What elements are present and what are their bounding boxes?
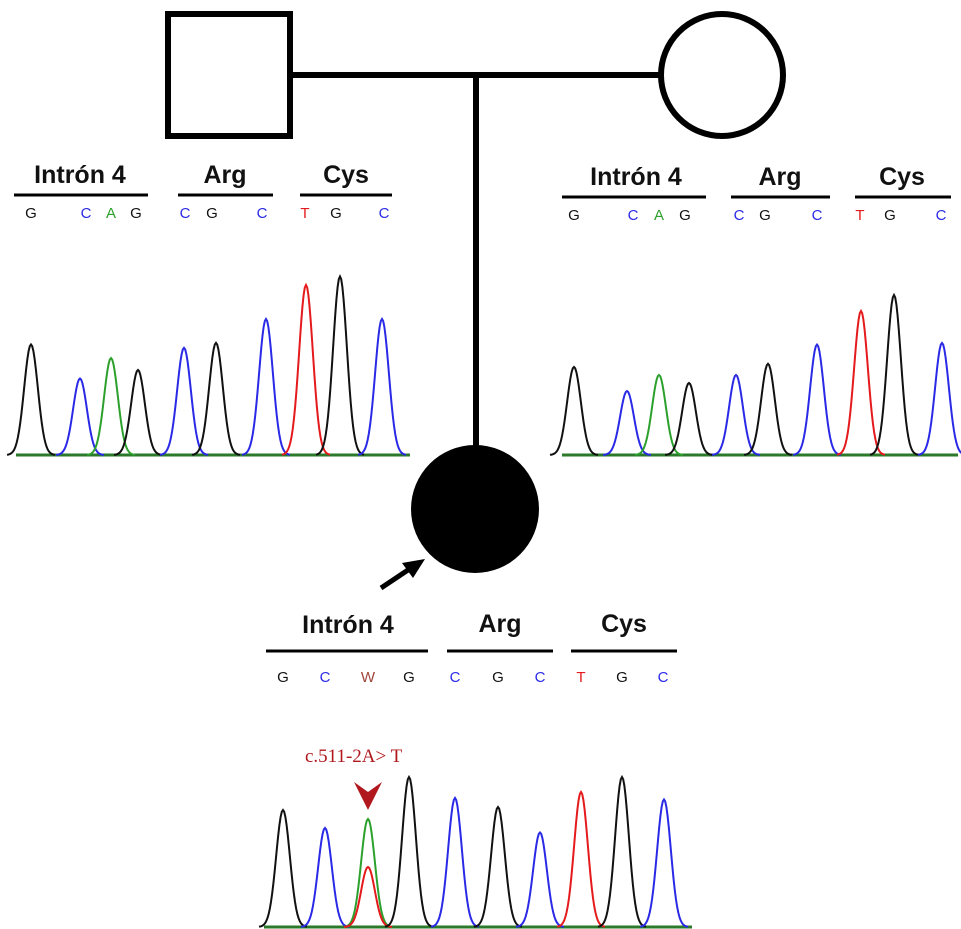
proband-peak-6 <box>430 796 480 928</box>
mother-peak-2 <box>602 389 652 456</box>
proband-base-3: W <box>361 669 376 686</box>
proband-base-9: G <box>616 669 628 686</box>
mother-base-1: G <box>568 207 580 224</box>
proband-chromatogram <box>258 774 692 929</box>
father-sequence-header: Intrón 4 Arg Cys G C A G C G C T G C <box>14 161 392 222</box>
proband-label-intron: Intrón 4 <box>302 611 394 639</box>
mother-peak-10 <box>917 341 961 456</box>
father-peak-5 <box>159 346 209 456</box>
mother-base-4: G <box>679 207 691 224</box>
proband-peak-1 <box>258 808 308 928</box>
proband-peak-5 <box>384 774 434 928</box>
mother-base-8: T <box>855 207 864 224</box>
father-label-arg: Arg <box>203 161 246 189</box>
proband-sequence-header: Intrón 4 Arg Cys G C W G C G C T G C <box>266 610 677 686</box>
father-peak-8 <box>281 282 331 456</box>
father-base-10: C <box>379 205 390 222</box>
proband-base-4: G <box>403 669 415 686</box>
proband-peak-4 <box>343 865 393 928</box>
mother-base-5: C <box>734 207 745 224</box>
father-symbol <box>165 11 293 139</box>
mother-base-6: G <box>759 207 771 224</box>
mother-base-9: G <box>884 207 896 224</box>
proband-peak-11 <box>639 797 689 928</box>
proband-peak-7 <box>473 805 523 928</box>
father-peak-1 <box>6 342 56 456</box>
father-peak-9 <box>315 274 365 456</box>
proband-base-5: C <box>450 669 461 686</box>
father-peak-10 <box>357 316 407 456</box>
proband-peak-10 <box>597 774 647 928</box>
proband-base-8: T <box>576 669 585 686</box>
proband-base-2: C <box>320 669 331 686</box>
mother-peak-5 <box>711 373 761 456</box>
mother-symbol <box>658 11 786 139</box>
mother-peak-4 <box>664 381 714 456</box>
mother-base-3: A <box>654 207 664 224</box>
mother-label-cys: Cys <box>879 163 925 191</box>
mutation-label: c.511-2A> T <box>305 746 403 767</box>
father-base-8: T <box>300 205 309 222</box>
proband-base-1: G <box>277 669 289 686</box>
mother-base-10: C <box>936 207 947 224</box>
proband-label-cys: Cys <box>601 610 647 638</box>
proband-base-6: G <box>492 669 504 686</box>
mother-base-2: C <box>628 207 639 224</box>
proband-symbol <box>411 445 539 573</box>
father-base-2: C <box>81 205 92 222</box>
mutation-arrowhead <box>354 782 382 810</box>
father-base-1: G <box>25 205 37 222</box>
father-label-intron: Intrón 4 <box>34 161 126 189</box>
mother-base-7: C <box>812 207 823 224</box>
father-base-7: C <box>257 205 268 222</box>
mother-sequence-header: Intrón 4 Arg Cys G C A G C G C T G C <box>562 163 951 224</box>
mother-label-arg: Arg <box>758 163 801 191</box>
mother-peak-7 <box>792 342 842 456</box>
father-peak-3 <box>86 356 136 456</box>
proband-label-arg: Arg <box>478 610 521 638</box>
mother-peak-1 <box>549 365 599 456</box>
proband-peak-3 <box>343 817 393 928</box>
mother-peak-8 <box>836 308 886 456</box>
father-peak-2 <box>55 377 105 456</box>
father-peak-6 <box>191 341 241 456</box>
mother-chromatogram <box>549 292 961 457</box>
mother-peak-6 <box>743 362 793 456</box>
father-base-4: G <box>130 205 142 222</box>
father-label-cys: Cys <box>323 161 369 189</box>
mother-peak-9 <box>869 292 919 456</box>
proband-base-7: C <box>535 669 546 686</box>
father-peak-4 <box>113 368 163 456</box>
father-base-5: C <box>180 205 191 222</box>
proband-base-10: C <box>658 669 669 686</box>
father-base-6: G <box>206 205 218 222</box>
mother-peak-3 <box>634 373 684 456</box>
father-base-3: A <box>106 205 116 222</box>
father-peak-7 <box>241 316 291 456</box>
father-base-9: G <box>330 205 342 222</box>
mother-label-intron: Intrón 4 <box>590 163 682 191</box>
proband-peak-2 <box>300 826 350 928</box>
proband-arrow <box>379 559 425 591</box>
father-chromatogram <box>6 274 410 457</box>
proband-peak-9 <box>556 789 606 928</box>
proband-peak-8 <box>515 830 565 928</box>
